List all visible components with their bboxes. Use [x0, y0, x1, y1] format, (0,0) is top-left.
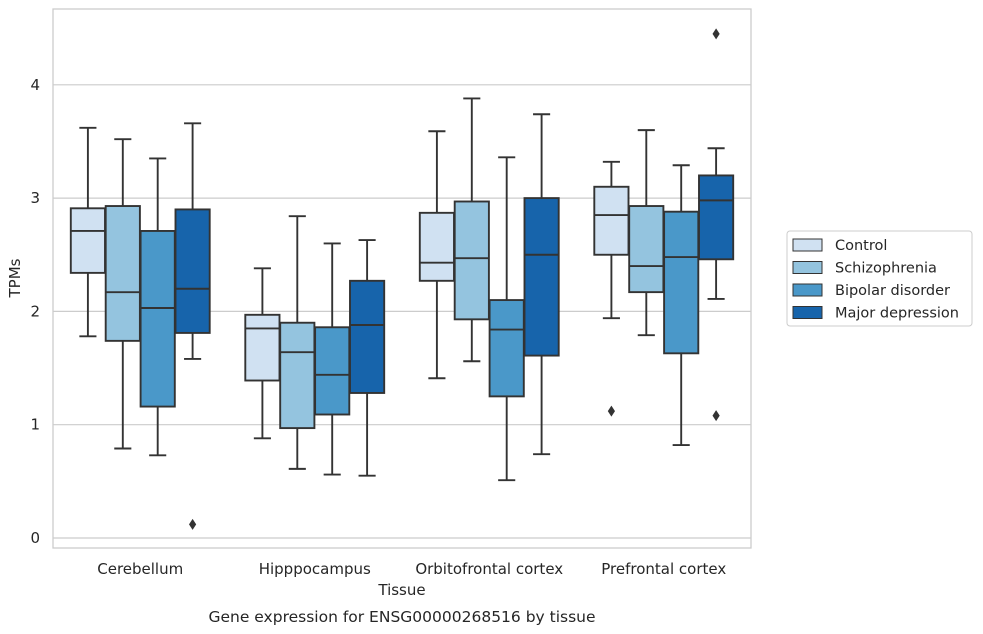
- box-body: [279, 321, 316, 430]
- legend-swatch: [792, 306, 823, 319]
- box-body: [663, 210, 700, 355]
- box-2-3: [523, 113, 560, 456]
- box-1-0: [244, 267, 281, 440]
- box-body: [593, 185, 630, 256]
- box-1-3: [349, 239, 386, 477]
- box-3-3: [698, 28, 735, 422]
- box-body: [453, 200, 490, 321]
- legend-frame: [786, 230, 973, 327]
- outlier-point: [607, 405, 615, 417]
- x-tick-label: Prefrontal cortex: [601, 560, 726, 578]
- legend-label: Bipolar disorder: [835, 283, 950, 299]
- box-0-1: [104, 138, 141, 450]
- x-tick-label: Hipppocampus: [259, 560, 371, 578]
- box-2-0: [418, 130, 455, 380]
- outlier-point: [189, 518, 197, 530]
- x-tick-label: Orbitofrontal cortex: [415, 560, 563, 578]
- y-axis-ticks: 0 1 2 3 4: [30, 76, 40, 547]
- outlier-point: [712, 28, 720, 40]
- box-3-2: [663, 164, 700, 447]
- box-body: [104, 205, 141, 342]
- box-body: [523, 197, 560, 357]
- legend-swatch: [792, 283, 823, 297]
- box-groups: [69, 28, 735, 530]
- box-2-1: [453, 97, 490, 363]
- box-0-0: [69, 126, 106, 338]
- box-body: [244, 313, 281, 382]
- y-tick-label: 1: [30, 416, 40, 434]
- chart-caption: Gene expression for ENSG00000268516 by t…: [208, 608, 595, 626]
- box-3-0: [593, 160, 630, 417]
- y-tick-label: 2: [30, 302, 40, 320]
- y-tick-label: 0: [30, 529, 40, 547]
- x-axis-label: Tissue: [377, 581, 425, 599]
- box-body: [698, 174, 735, 261]
- box-body: [488, 299, 525, 398]
- box-body: [349, 279, 386, 394]
- x-tick-label: Cerebellum: [97, 560, 183, 578]
- box-2-2: [488, 156, 525, 482]
- legend-items: Control Schizophrenia Bipolar disorder Majo…: [792, 238, 959, 322]
- box-body: [69, 207, 106, 274]
- legend: Control Schizophrenia Bipolar disorder Majo…: [786, 230, 973, 327]
- box-0-2: [139, 157, 176, 457]
- y-tick-label: 4: [30, 76, 40, 94]
- legend-swatch: [792, 238, 823, 252]
- legend-label: Major depression: [835, 306, 959, 322]
- box-1-1: [279, 215, 316, 470]
- box-body: [139, 230, 176, 408]
- box-body: [174, 208, 211, 334]
- y-axis-label: TPMs: [6, 258, 24, 298]
- x-axis-ticks: Cerebellum Hipppocampus Orbitofrontal cort…: [97, 560, 726, 578]
- box-body: [314, 326, 351, 416]
- outlier-point: [712, 410, 720, 422]
- box-body: [628, 205, 665, 294]
- legend-swatch: [792, 261, 823, 274]
- plot-frame: [52, 8, 752, 549]
- box-body: [418, 211, 455, 282]
- box-0-3: [174, 122, 211, 530]
- box-1-2: [314, 242, 351, 476]
- y-tick-label: 3: [30, 189, 40, 207]
- box-3-1: [628, 129, 665, 337]
- legend-label: Control: [835, 238, 887, 254]
- legend-label: Schizophrenia: [835, 261, 937, 277]
